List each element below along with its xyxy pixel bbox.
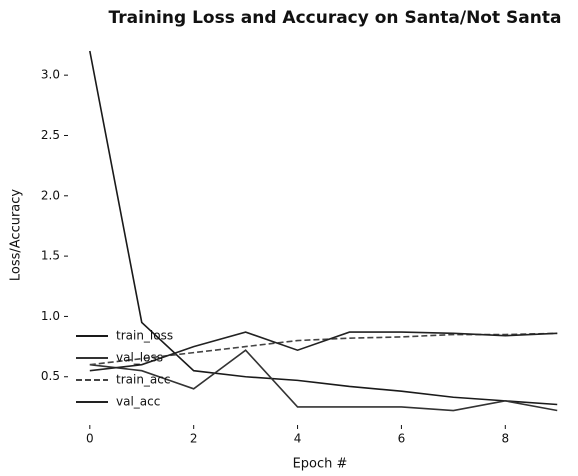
y-tick-label: 1.5 bbox=[41, 249, 60, 263]
y-tick-label: 2.5 bbox=[41, 128, 60, 142]
y-tick-label: 1.0 bbox=[41, 309, 60, 323]
y-tick-label: 3.0 bbox=[41, 68, 60, 82]
legend-label: train_acc bbox=[116, 373, 170, 387]
y-tick-label: 0.5 bbox=[41, 369, 60, 383]
series-line bbox=[89, 331, 558, 372]
x-tick-label: 2 bbox=[190, 432, 198, 446]
y-axis-label: Loss/Accuracy bbox=[9, 189, 24, 282]
series-line bbox=[89, 50, 558, 406]
series-line bbox=[89, 349, 558, 412]
x-tick-label: 0 bbox=[86, 432, 94, 446]
x-axis-label: Epoch # bbox=[293, 457, 348, 472]
legend-label: train_loss bbox=[116, 329, 173, 343]
x-tick-label: 6 bbox=[398, 432, 406, 446]
x-tick-label: 4 bbox=[294, 432, 302, 446]
x-tick-label: 8 bbox=[501, 432, 509, 446]
legend-label: val_acc bbox=[116, 395, 160, 409]
plot-area bbox=[89, 50, 558, 412]
legend-label: val_loss bbox=[116, 351, 163, 365]
y-tick-label: 2.0 bbox=[41, 188, 60, 202]
chart-title: Training Loss and Accuracy on Santa/Not … bbox=[109, 8, 562, 28]
